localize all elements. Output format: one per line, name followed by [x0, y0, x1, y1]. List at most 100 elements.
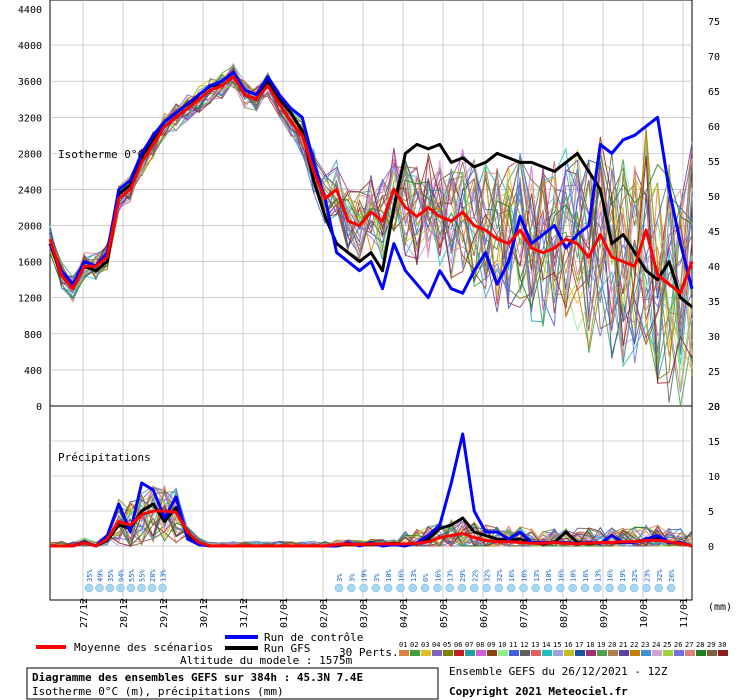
pert-number: 19 [597, 641, 605, 649]
precip-panel-label: Précipitations [58, 451, 151, 464]
y-right-tick-label: 45 [708, 227, 720, 238]
pert-number: 15 [553, 641, 561, 649]
y-right-tick-label: 35 [708, 297, 720, 308]
probability-label: 28% [149, 569, 157, 582]
y-left-tick-label: 1200 [18, 294, 42, 305]
pert-number: 04 [432, 641, 440, 649]
pert-swatch [531, 650, 541, 656]
precip-mean-line [50, 509, 693, 548]
snow-icon [580, 583, 590, 593]
snow-icon [605, 583, 614, 593]
legend-gfs-label: Run GFS [264, 642, 310, 655]
isotherm-control-line [48, 70, 694, 300]
y-right-tick-label: 40 [708, 262, 720, 273]
pert-number: 22 [630, 641, 638, 649]
probability-label: 29% [459, 569, 467, 582]
pert-number: 27 [685, 641, 693, 649]
pert-swatch [652, 650, 662, 656]
pert-number: 03 [421, 641, 429, 649]
probability-label: 3% [348, 573, 356, 582]
precip-unit-label: (mm) [708, 602, 732, 613]
probability-label: 49% [97, 569, 105, 582]
x-tick-label: 02/01 [319, 598, 330, 628]
snow-icon [396, 583, 405, 593]
legend-perts-label: 30 Perts. [339, 646, 399, 659]
x-tick-label: 03/01 [359, 598, 370, 628]
precip-y-tick-label: 15 [708, 437, 720, 448]
snow-icon [137, 583, 146, 593]
pert-number: 28 [696, 641, 704, 649]
probability-label: 19% [361, 569, 369, 582]
pert-swatch [421, 650, 431, 656]
probability-label: 16% [607, 569, 615, 582]
snow-icon [457, 583, 467, 593]
pert-number: 07 [465, 641, 473, 649]
x-tick-label: 01/01 [279, 598, 290, 628]
perturbation-legend: 01 02 03 04 05 06 07 08 09 10 11 12 13 14 15 16 17 18 19 20… [399, 641, 728, 656]
y-left-tick-label: 4400 [18, 5, 42, 16]
isotherm-panel-label: Isotherme 0°C [58, 148, 144, 161]
probability-label: 6% [422, 573, 430, 582]
pert-number: 13 [531, 641, 539, 649]
pert-number: 23 [641, 641, 649, 649]
y-left-tick-label: 2400 [18, 185, 42, 196]
pert-number: 20 [608, 641, 616, 649]
x-tick-label: 09/01 [599, 598, 610, 628]
x-tick-label: 08/01 [559, 598, 570, 628]
legend-mean-label: Moyenne des scénarios [74, 641, 213, 654]
snow-icon [568, 583, 577, 593]
pert-number: 18 [586, 641, 594, 649]
isotherm-member-line [49, 69, 693, 364]
footer-copyright: Copyright 2021 Meteociel.fr [449, 685, 628, 698]
snow-icon [95, 583, 104, 593]
y-right-tick-label: 20 [708, 402, 720, 413]
pert-number: 12 [520, 641, 528, 649]
pert-swatch [465, 650, 475, 656]
snow-icon [629, 583, 639, 593]
pert-swatch [410, 650, 420, 656]
snow-icon [347, 583, 356, 593]
snow-icon [116, 583, 125, 593]
x-tick-label: 10/01 [639, 598, 650, 628]
pert-swatch [641, 650, 651, 656]
pert-swatch [663, 650, 673, 656]
pert-number: 17 [575, 641, 583, 649]
pert-number: 06 [454, 641, 462, 649]
probability-label: 10% [545, 569, 553, 582]
x-tick-label: 27/12 [79, 598, 90, 628]
x-tick-label: 05/01 [439, 598, 450, 628]
probability-label: 32% [496, 569, 504, 582]
y-right-tick-label: 70 [708, 52, 720, 63]
pert-swatch [454, 650, 464, 656]
snow-icon [445, 583, 454, 593]
pert-number: 10 [498, 641, 506, 649]
y-right-tick-label: 55 [708, 157, 720, 168]
pert-swatch [542, 650, 552, 656]
snow-icon [371, 583, 381, 593]
probability-label: 16% [508, 569, 516, 582]
pert-swatch [619, 650, 629, 656]
snow-icon [158, 583, 167, 593]
probability-label: 26% [668, 569, 676, 582]
snow-icon [642, 583, 651, 593]
pert-number: 05 [443, 641, 451, 649]
legend: Moyenne des scénarios Run de contrôle Ru… [36, 631, 728, 667]
probability-label: 32% [631, 569, 639, 582]
snow-icon [593, 583, 602, 593]
pert-swatch [487, 650, 497, 656]
probability-label: 13% [410, 569, 418, 582]
probability-label: 3% [373, 573, 381, 582]
x-tick-label: 07/01 [519, 598, 530, 628]
snow-icon [617, 583, 627, 593]
altitude-label: Altitude du modele : 1575m [180, 654, 353, 667]
probability-label: 19% [619, 569, 627, 582]
pert-number: 08 [476, 641, 484, 649]
pert-number: 24 [652, 641, 660, 649]
pert-number: 29 [707, 641, 715, 649]
pert-swatch [432, 650, 442, 656]
pert-swatch [399, 650, 409, 656]
legend-control-label: Run de contrôle [264, 631, 363, 644]
pert-swatch [564, 650, 574, 656]
probability-label: 13% [533, 569, 541, 582]
